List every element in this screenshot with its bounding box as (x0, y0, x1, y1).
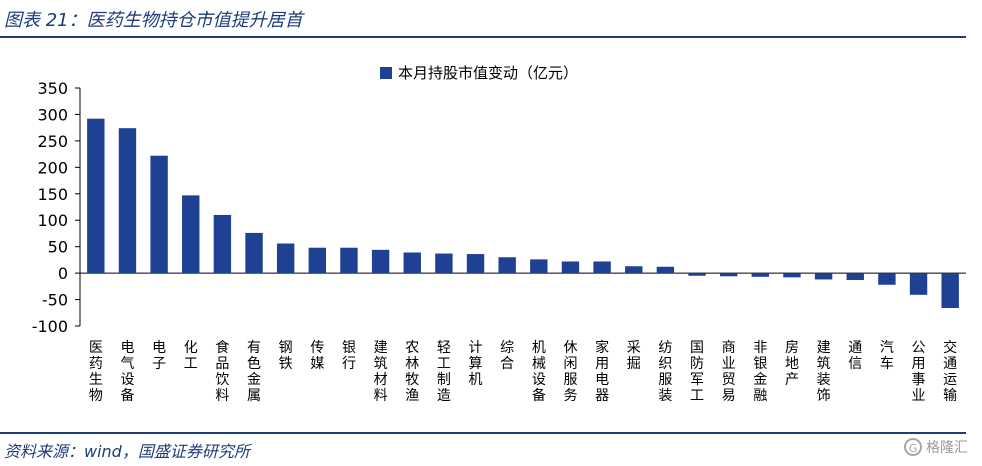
y-tick-label: 300 (37, 105, 68, 124)
x-category-label: 综合 (500, 340, 514, 372)
bar-18 (625, 266, 643, 274)
x-category-label: 国防军工 (690, 340, 704, 404)
watermark-logo-icon: G (904, 438, 922, 456)
watermark-text: 格隆汇 (926, 440, 968, 456)
x-category-label: 公用事业 (912, 340, 926, 404)
bar-13 (466, 254, 485, 274)
bar-16 (561, 261, 580, 274)
x-category-label: 电子 (152, 340, 166, 372)
bar-20 (688, 273, 706, 276)
x-category-label: 传媒 (310, 340, 324, 372)
legend-swatch (380, 67, 392, 79)
y-tick-label: 0 (58, 264, 68, 283)
bar-10 (371, 249, 390, 274)
top-rule (0, 36, 966, 38)
x-category-label: 医药生物 (89, 340, 103, 404)
bar-9 (340, 247, 358, 274)
bar-2 (118, 128, 137, 274)
bar-22 (751, 273, 770, 277)
y-ticks: -100 -50 0 50 100 150 200 250 300 350 (32, 79, 80, 336)
bar-4 (182, 195, 200, 274)
x-category-label: 通信 (848, 340, 862, 372)
x-category-label: 非银金融 (753, 340, 767, 404)
bar-25 (846, 273, 864, 280)
bar-1 (87, 118, 105, 274)
legend-label: 本月持股市值变动（亿元） (398, 64, 578, 82)
y-tick-label: 150 (37, 185, 68, 204)
bar-17 (593, 261, 611, 274)
bar-chart: 本月持股市值变动（亿元） -100 -50 0 50 100 150 200 250 300 35… (32, 64, 966, 404)
x-category-label: 电气设备 (120, 340, 134, 404)
bar-26 (878, 273, 896, 285)
bar-8 (308, 247, 327, 274)
bar-15 (530, 259, 548, 274)
bar-12 (435, 253, 453, 274)
bar-27 (909, 273, 928, 295)
watermark: G 格隆汇 (904, 437, 968, 457)
bar-3 (150, 155, 168, 274)
x-category-label: 建筑材料 (374, 340, 388, 404)
x-category-label: 机械设备 (532, 340, 546, 404)
x-category-label: 汽车 (880, 340, 894, 372)
x-category-label: 钢铁 (279, 340, 293, 372)
y-tick-label: -100 (32, 317, 68, 336)
x-category-label: 房地产 (785, 340, 799, 388)
x-category-label: 计算机 (469, 340, 483, 388)
x-category-label: 休闲服务 (563, 340, 577, 404)
x-category-label: 纺织服装 (658, 340, 672, 404)
bar-11 (403, 252, 421, 274)
y-tick-label: 100 (37, 211, 68, 230)
y-tick-label: 50 (48, 238, 68, 257)
bar-23 (783, 273, 801, 278)
x-category-label: 轻工制造 (437, 340, 451, 404)
x-category-label: 农林牧渔 (405, 340, 419, 404)
y-tick-label: -50 (42, 291, 68, 310)
x-category-label: 交通运输 (943, 339, 957, 404)
bar-6 (245, 232, 263, 274)
x-category-label: 有色金属 (247, 340, 261, 404)
figure-title: 图表 21：医药生物持仓市值提升居首 (4, 10, 303, 31)
bars (87, 118, 959, 309)
bar-24 (814, 273, 833, 280)
y-tick-label: 350 (37, 79, 68, 98)
x-category-label: 化工 (184, 340, 198, 372)
x-category-label: 商业贸易 (722, 340, 736, 404)
source-note: 资料来源：wind，国盛证券研究所 (4, 442, 250, 461)
y-tick-label: 250 (37, 132, 68, 151)
x-category-label: 建筑装饰 (817, 340, 831, 404)
x-category-label: 采掘 (627, 340, 641, 372)
bar-14 (498, 257, 516, 274)
bottom-rule (0, 432, 966, 434)
bar-5 (213, 214, 232, 274)
bar-7 (276, 243, 295, 274)
x-category-label: 食品饮料 (215, 339, 229, 404)
legend: 本月持股市值变动（亿元） (380, 64, 578, 82)
bar-19 (656, 266, 675, 274)
y-tick-label: 200 (37, 158, 68, 177)
bar-21 (719, 273, 738, 277)
x-category-label: 家用电器 (595, 339, 609, 404)
bar-28 (941, 273, 959, 309)
x-category-label: 银行 (342, 340, 356, 372)
